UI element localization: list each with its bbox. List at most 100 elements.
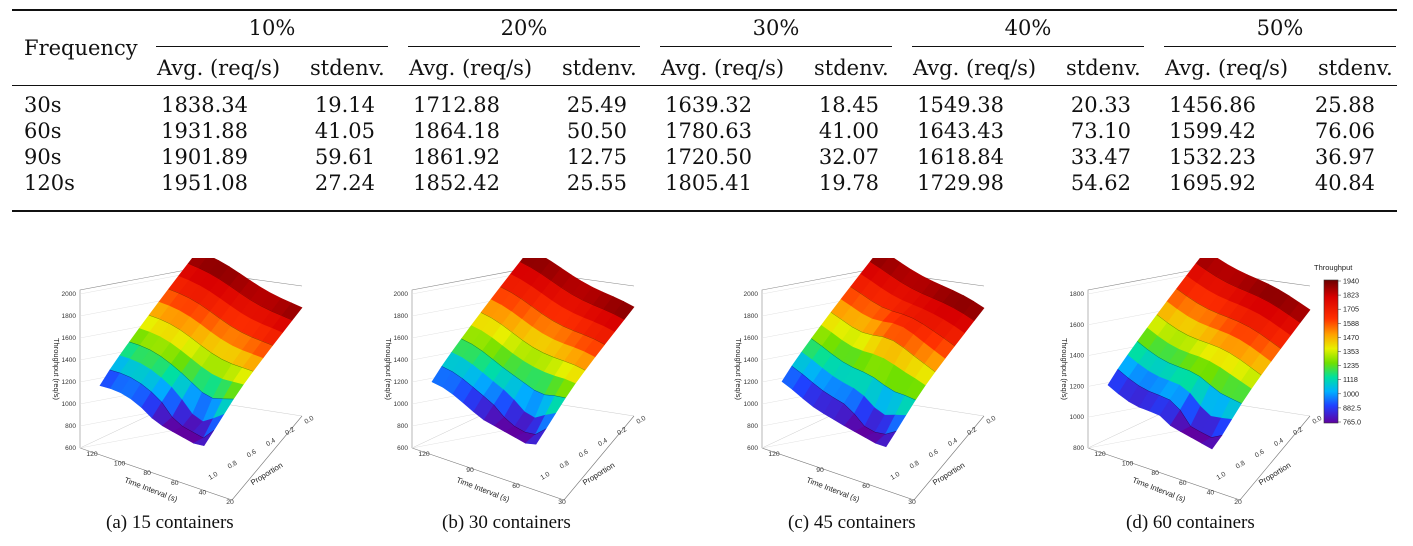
row-label: 120s — [24, 171, 75, 195]
cell-avg: 1729.98 — [917, 171, 1004, 195]
x-tick-label: 100 — [114, 461, 126, 468]
subheader-stdenv: stdenv. — [1066, 56, 1141, 80]
z-tick-label: 1600 — [1070, 322, 1085, 329]
y-tick-label: 0.6 — [1254, 448, 1266, 459]
z-axis-label: Throughput (req/s) — [1060, 338, 1069, 401]
cell-stdenv: 59.61 — [314, 145, 375, 169]
figure-a: 2000 1800 1600 1400 1200 1000 800 600 Throughput… — [40, 250, 330, 508]
colorbar-tick-label: 1000 — [1343, 389, 1359, 398]
cell-stdenv: 54.62 — [1070, 171, 1131, 195]
colorbar-tick-label: 1588 — [1343, 319, 1359, 328]
colorbar-title: Throughput — [1314, 263, 1353, 272]
top-rule — [12, 9, 1397, 11]
subheader-avg: Avg. (req/s) — [661, 56, 785, 80]
surface — [99, 250, 303, 447]
mid-rule — [12, 85, 1397, 86]
bottom-rule — [12, 210, 1397, 212]
x-tick-label: 120 — [1094, 451, 1106, 458]
z-tick-label: 600 — [747, 445, 758, 452]
figure-b: 2000 1800 1600 1400 1200 1000 800 600 Throughput… — [372, 248, 662, 508]
x-tick-label: 40 — [199, 489, 207, 496]
y-axis-label: Proportion — [581, 461, 616, 488]
cell-stdenv: 36.97 — [1314, 145, 1375, 169]
z-tick-label: 1800 — [62, 313, 77, 320]
cell-avg: 1599.42 — [1169, 119, 1256, 143]
y-tick-label: 1.0 — [1216, 471, 1228, 482]
y-tick-label: 0.0 — [636, 415, 648, 426]
z-tick-label: 2000 — [62, 291, 77, 298]
y-tick-label: 0.2 — [1292, 426, 1304, 437]
z-tick-label: 1000 — [394, 401, 409, 408]
z-tick-label: 1400 — [62, 357, 77, 364]
x-tick-label: 40 — [1207, 489, 1215, 496]
subheader-stdenv: stdenv. — [814, 56, 889, 80]
y-tick-labels: 0.0 0.2 0.4 0.6 0.8 1.0 — [890, 415, 998, 482]
x-tick-label: 60 — [171, 480, 179, 487]
y-tick-label: 0.8 — [1235, 460, 1247, 471]
y-axis-label: Proportion — [249, 461, 284, 488]
y-tick-label: 1.0 — [208, 471, 220, 482]
y-tick-label: 1.0 — [540, 471, 552, 482]
subheader-avg: Avg. (req/s) — [1165, 56, 1289, 80]
subheader-avg: Avg. (req/s) — [409, 56, 533, 80]
x-tick-label: 80 — [143, 470, 151, 477]
cell-stdenv: 19.14 — [314, 93, 375, 117]
cell-stdenv: 19.78 — [818, 171, 879, 195]
z-tick-label: 1000 — [744, 401, 759, 408]
cell-avg: 1838.34 — [161, 93, 248, 117]
group-header-10: 10% — [248, 16, 296, 40]
z-axis-label: Throughput (req/s) — [734, 338, 743, 401]
x-tick-label: 60 — [512, 483, 520, 490]
colorbar: Throughput 1940 1823 1705 1588 1470 1353 1235 1… — [1312, 262, 1408, 432]
y-tick-label: 0.8 — [909, 460, 921, 471]
surface-plot-c: 2000 1800 1600 1400 1200 1000 800 600 Throughput… — [734, 248, 998, 506]
z-tick-label: 2000 — [394, 291, 409, 298]
cell-avg: 1618.84 — [917, 145, 1004, 169]
caption-b: (b) 30 containers — [442, 512, 571, 533]
cell-stdenv: 40.84 — [1314, 171, 1375, 195]
y-tick-label: 0.6 — [578, 448, 590, 459]
x-tick-labels: 120 90 60 30 — [768, 451, 916, 506]
y-tick-labels: 0.0 0.2 0.4 0.6 0.8 1.0 — [208, 415, 316, 482]
y-tick-label: 0.2 — [966, 426, 978, 437]
x-tick-label: 120 — [86, 451, 98, 458]
z-tick-label: 1000 — [62, 401, 77, 408]
colorbar-tick-label: 1940 — [1343, 277, 1359, 286]
y-tick-label: 0.2 — [616, 426, 628, 437]
z-tick-label: 1200 — [744, 379, 759, 386]
cell-stdenv: 18.45 — [818, 93, 879, 117]
subheader-avg: Avg. (req/s) — [157, 56, 281, 80]
z-tick-label: 800 — [1073, 445, 1084, 452]
cell-avg: 1720.50 — [665, 145, 752, 169]
x-tick-labels: 120 100 80 60 40 20 — [86, 451, 234, 506]
group-header-50: 50% — [1256, 16, 1304, 40]
z-tick-label: 1200 — [62, 379, 77, 386]
z-tick-label: 1600 — [394, 335, 409, 342]
cell-stdenv: 27.24 — [314, 171, 375, 195]
cell-avg: 1901.89 — [161, 145, 248, 169]
colorbar-gradient — [1323, 279, 1339, 424]
z-tick-label: 2000 — [744, 291, 759, 298]
x-tick-labels: 120 90 60 30 — [418, 451, 566, 506]
group-rule — [912, 46, 1144, 47]
cell-stdenv: 25.55 — [566, 171, 627, 195]
cell-avg: 1712.88 — [413, 93, 500, 117]
y-tick-label: 0.6 — [246, 448, 258, 459]
z-axis-label: Throughput (req/s) — [52, 338, 61, 401]
cell-avg: 1643.43 — [917, 119, 1004, 143]
y-tick-label: 1.0 — [890, 471, 902, 482]
y-axis-label: Proportion — [1257, 461, 1292, 488]
subheader-avg: Avg. (req/s) — [913, 56, 1037, 80]
colorbar-svg: Throughput 19401823170515881470135312351… — [1314, 263, 1361, 427]
cell-avg: 1861.92 — [413, 145, 500, 169]
z-tick-label: 600 — [65, 445, 76, 452]
z-tick-label: 1200 — [394, 379, 409, 386]
cell-stdenv: 25.88 — [1314, 93, 1375, 117]
y-tick-label: 0.8 — [559, 460, 571, 471]
z-tick-label: 1600 — [62, 335, 77, 342]
surface — [431, 248, 635, 445]
row-label: 30s — [24, 93, 62, 117]
x-axis-label: Time Interval (s) — [805, 475, 861, 504]
y-tick-label: 0.2 — [284, 426, 296, 437]
colorbar-tick-label: 1470 — [1343, 333, 1359, 342]
